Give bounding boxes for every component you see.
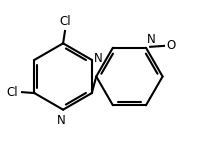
Text: N: N — [94, 52, 103, 65]
Text: Cl: Cl — [7, 86, 18, 99]
Text: N: N — [147, 33, 156, 46]
Text: O: O — [167, 39, 176, 52]
Text: N: N — [57, 114, 66, 127]
Text: Cl: Cl — [59, 15, 71, 28]
